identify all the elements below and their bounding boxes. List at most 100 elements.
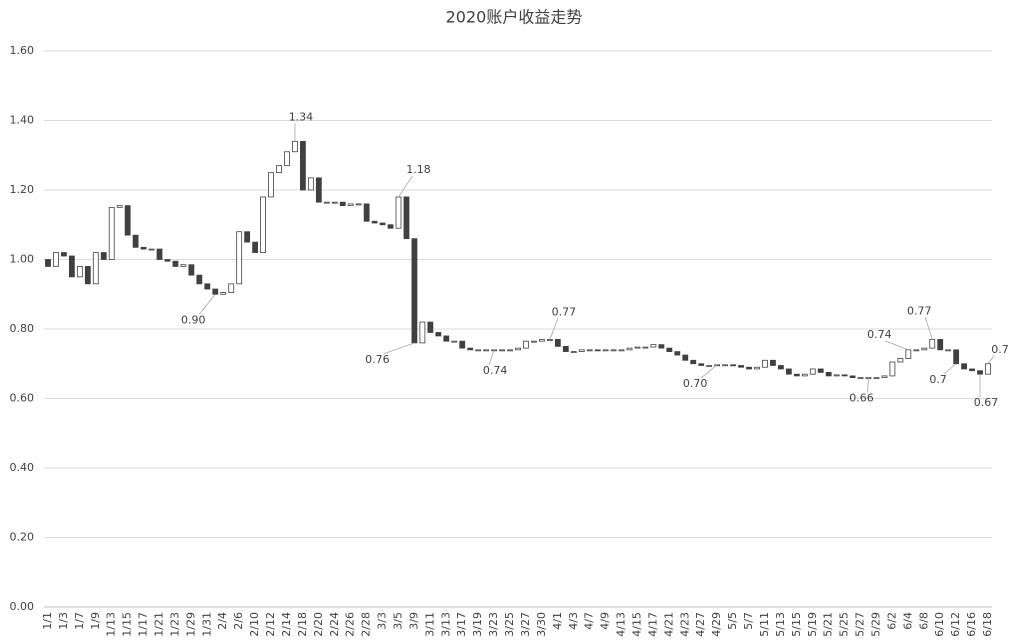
candle-up: [626, 347, 633, 351]
y-tick-label: 0.60: [10, 392, 35, 405]
y-tick-label: 1.60: [10, 44, 35, 57]
x-tick-label: 1/7: [73, 612, 86, 630]
x-tick-label: 4/13: [615, 612, 628, 637]
leader-line: [867, 377, 869, 393]
x-tick-label: 3/25: [503, 612, 516, 637]
candle-down: [61, 252, 67, 257]
candle-up: [228, 283, 235, 293]
x-tick-label: 4/3: [567, 612, 580, 630]
candle-up: [913, 349, 920, 352]
candle-up: [220, 292, 227, 295]
candle-down: [785, 368, 792, 375]
x-tick-label: 6/8: [917, 612, 930, 630]
candle-up: [889, 361, 896, 377]
candle-down: [156, 248, 163, 260]
y-tick-label: 0.00: [10, 600, 35, 613]
x-tick-label: 5/15: [790, 612, 803, 637]
data-label: 0.76: [365, 353, 390, 366]
candle-up: [921, 347, 928, 351]
x-tick-label: 2/6: [232, 612, 245, 630]
x-tick-label: 5/11: [758, 612, 771, 637]
x-tick-label: 1/3: [57, 612, 70, 630]
x-tick-label: 3/11: [423, 612, 436, 637]
candle-up: [531, 340, 537, 343]
leader-line: [198, 294, 216, 315]
x-tick-label: 4/7: [583, 612, 596, 630]
candle-up: [260, 196, 266, 253]
candle-up: [515, 347, 521, 351]
data-label: 0.90: [181, 313, 206, 326]
x-tick-label: 2/12: [264, 612, 277, 637]
data-label: 1.18: [406, 163, 431, 176]
candle-up: [276, 165, 282, 174]
y-tick-label: 0.20: [10, 531, 35, 544]
leader-line: [924, 317, 933, 340]
candle-up: [857, 377, 864, 380]
candle-down: [793, 373, 800, 377]
x-tick-label: 2/24: [328, 612, 341, 637]
x-tick-label: 1/15: [121, 612, 134, 637]
candle-down: [666, 347, 673, 352]
candle-up: [331, 201, 338, 204]
data-label: 0.67: [974, 396, 999, 409]
candle-up: [945, 349, 952, 352]
x-tick-label: 2/14: [280, 612, 293, 637]
candle-down: [45, 259, 51, 267]
data-label: 0.66: [849, 392, 874, 405]
candle-down: [196, 274, 203, 285]
candle-up: [610, 349, 617, 352]
x-tick-label: 1/9: [89, 612, 102, 630]
candle-down: [379, 222, 386, 226]
x-tick-label: 1/21: [153, 612, 166, 637]
candle-up: [538, 339, 545, 342]
leader-line: [885, 340, 909, 351]
candle-down: [698, 363, 705, 366]
candle-down: [363, 203, 370, 222]
candle-up: [809, 368, 816, 375]
x-tick-label: 1/23: [168, 612, 181, 637]
x-tick-label: 2/28: [360, 612, 373, 637]
chart-title: 2020账户收益走势: [446, 8, 583, 27]
x-tick-label: 5/21: [822, 612, 835, 637]
candle-up: [618, 349, 625, 352]
candle-down: [658, 344, 665, 349]
data-label: 0.77: [907, 304, 932, 317]
candle-up: [634, 346, 641, 349]
x-tick-label: 6/2: [885, 612, 898, 630]
leader-line: [549, 318, 559, 340]
candle-up: [873, 377, 880, 380]
x-tick-label: 1/31: [200, 612, 213, 637]
leader-line: [987, 355, 995, 364]
candle-down: [969, 368, 975, 372]
candle-down: [164, 259, 171, 262]
x-tick-label: 3/5: [392, 612, 405, 630]
candle-down: [132, 234, 139, 248]
candle-down: [172, 260, 179, 267]
candle-up: [905, 349, 912, 359]
candle-up: [92, 252, 99, 285]
x-tick-label: 4/1: [551, 612, 564, 630]
candle-down: [825, 372, 832, 377]
candle-down: [977, 370, 983, 375]
x-tick-label: 3/17: [455, 612, 468, 637]
candle-down: [339, 201, 346, 207]
candle-up: [76, 266, 83, 278]
candle-down: [244, 231, 251, 243]
data-label: 0.77: [552, 305, 577, 318]
data-label: 0.7: [929, 373, 947, 386]
candle-up: [108, 206, 115, 260]
candle-down: [849, 375, 856, 379]
candle-down: [188, 264, 195, 276]
x-tick-label: 1/29: [184, 612, 197, 637]
candle-down: [738, 365, 744, 368]
candle-down: [300, 140, 306, 191]
y-tick-label: 0.80: [10, 322, 35, 335]
candle-up: [985, 363, 991, 375]
data-label: 0.74: [483, 364, 508, 377]
x-tick-label: 4/29: [710, 612, 723, 637]
candle-down: [746, 366, 752, 370]
candle-up: [754, 366, 760, 370]
candle-up: [483, 349, 490, 352]
x-tick-label: 3/13: [439, 612, 452, 637]
candle-up: [706, 365, 713, 367]
